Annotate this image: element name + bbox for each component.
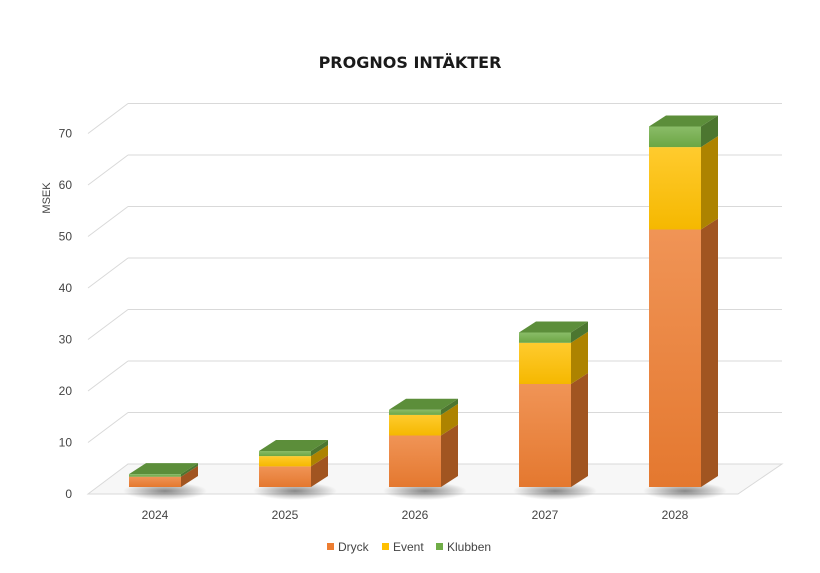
bar-front bbox=[259, 450, 311, 457]
bar-side bbox=[701, 218, 718, 487]
bar-top bbox=[389, 398, 458, 410]
gridline-side bbox=[87, 206, 129, 237]
legend-label: Dryck bbox=[338, 540, 370, 554]
gridline-side bbox=[87, 154, 129, 186]
chart-title: PROGNOS INTÄKTER bbox=[319, 53, 502, 72]
bar-side bbox=[441, 398, 458, 415]
bar-front bbox=[129, 474, 181, 477]
bar-dryck-2025 bbox=[259, 455, 328, 487]
y-axis-label: MSEK bbox=[41, 182, 53, 214]
y-tick-label: 0 bbox=[65, 487, 72, 501]
bar-front bbox=[519, 332, 571, 343]
bar-dryck-2026 bbox=[389, 424, 458, 487]
legend-klubben: Klubben bbox=[436, 540, 491, 554]
bar-event-2026 bbox=[389, 403, 458, 436]
x-tick-labels: 2024 2025 2026 2027 2028 bbox=[142, 508, 689, 522]
x-tick-label: 2025 bbox=[272, 508, 299, 522]
bar-front bbox=[389, 414, 441, 436]
gridline-side bbox=[87, 257, 129, 289]
y-tick-labels: 0 10 20 30 40 50 60 70 bbox=[59, 127, 73, 502]
bar-front bbox=[519, 384, 571, 487]
y-tick-label: 70 bbox=[59, 127, 73, 141]
legend-label: Event bbox=[393, 540, 424, 554]
bar-front bbox=[259, 466, 311, 487]
bar-front bbox=[129, 476, 181, 487]
bar-side bbox=[181, 465, 198, 487]
y-tick-label: 50 bbox=[59, 230, 73, 244]
legend: Dryck Event Klubben bbox=[327, 540, 491, 554]
legend-label: Klubben bbox=[447, 540, 491, 554]
bar-group-2024 bbox=[123, 463, 207, 500]
legend-dryck: Dryck bbox=[327, 540, 370, 554]
y-tick-label: 20 bbox=[59, 384, 73, 398]
bar-side bbox=[571, 331, 588, 384]
x-tick-label: 2026 bbox=[402, 508, 429, 522]
bar-group-2026 bbox=[383, 398, 467, 500]
bar-klubben-2024 bbox=[129, 463, 198, 477]
x-tick-label: 2027 bbox=[532, 508, 559, 522]
bar-side bbox=[701, 136, 718, 230]
bar-klubben-2026 bbox=[389, 398, 458, 415]
bar-side bbox=[311, 445, 328, 467]
bar-side bbox=[571, 321, 588, 343]
bar-side bbox=[441, 424, 458, 487]
legend-swatch bbox=[327, 543, 334, 550]
bar-side bbox=[311, 439, 328, 457]
bar-front bbox=[389, 435, 441, 487]
legend-event: Event bbox=[382, 540, 424, 554]
bar-group-2027 bbox=[513, 321, 597, 500]
gridline-side bbox=[87, 309, 129, 340]
bar-top bbox=[519, 321, 588, 333]
bar-front bbox=[649, 126, 701, 148]
gridline-side bbox=[87, 412, 129, 443]
bar-event-2025 bbox=[259, 445, 328, 467]
bar-side bbox=[701, 115, 718, 148]
bar-dryck-2024 bbox=[129, 465, 198, 487]
bar-event-2028 bbox=[649, 136, 718, 230]
bar-klubben-2025 bbox=[259, 439, 328, 457]
x-tick-label: 2028 bbox=[662, 508, 689, 522]
bar-dryck-2028 bbox=[649, 218, 718, 487]
bar-front bbox=[259, 456, 311, 467]
bar-top bbox=[129, 463, 198, 475]
bar-event-2027 bbox=[519, 331, 588, 384]
x-tick-label: 2024 bbox=[142, 508, 169, 522]
bar-group-2025 bbox=[253, 439, 337, 500]
bar-side bbox=[571, 373, 588, 487]
gridline-side bbox=[87, 103, 129, 134]
bar-dryck-2027 bbox=[519, 373, 588, 487]
bar-front bbox=[649, 229, 701, 487]
y-tick-label: 60 bbox=[59, 178, 73, 192]
bar-front bbox=[389, 409, 441, 415]
bar-front bbox=[519, 342, 571, 384]
bar-klubben-2028 bbox=[649, 115, 718, 148]
y-tick-label: 40 bbox=[59, 281, 73, 295]
legend-swatch bbox=[382, 543, 389, 550]
legend-swatch bbox=[436, 543, 443, 550]
y-tick-label: 30 bbox=[59, 333, 73, 347]
bar-side bbox=[181, 463, 198, 477]
bars-layer bbox=[123, 115, 727, 500]
bar-side bbox=[441, 403, 458, 436]
bar-klubben-2027 bbox=[519, 321, 588, 343]
y-tick-label: 10 bbox=[59, 436, 73, 450]
bar-top bbox=[649, 115, 718, 127]
gridline-side bbox=[87, 360, 129, 392]
bar-front bbox=[649, 147, 701, 230]
bar-top bbox=[259, 439, 328, 451]
bar-side bbox=[311, 455, 328, 487]
bar-group-2028 bbox=[643, 115, 727, 500]
